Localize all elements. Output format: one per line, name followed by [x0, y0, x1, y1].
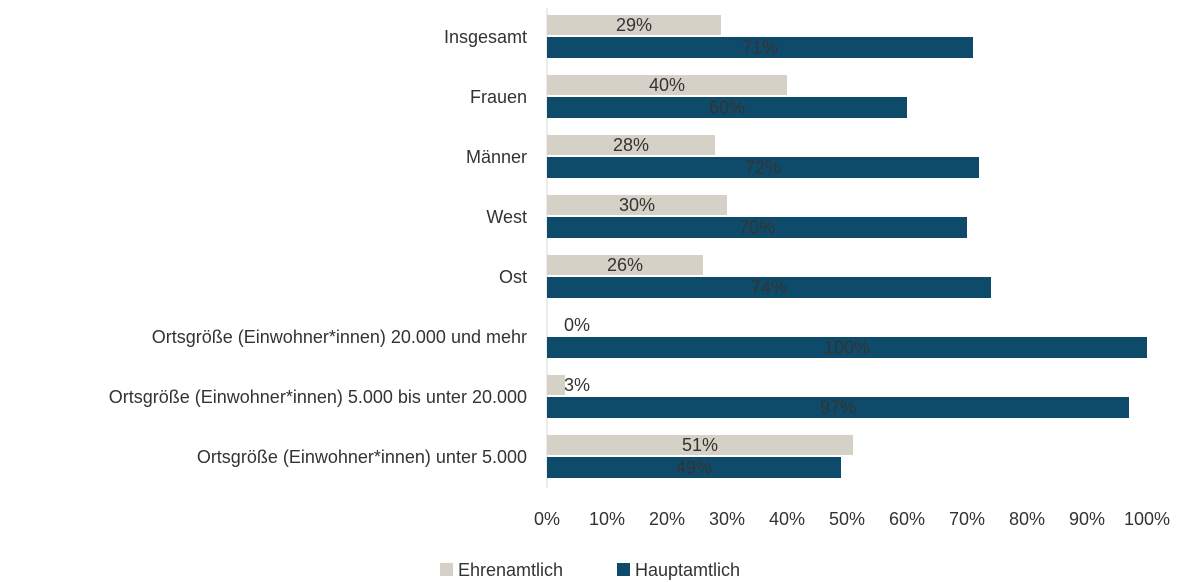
category-label: Insgesamt — [444, 27, 527, 47]
legend-label: Hauptamtlich — [635, 560, 740, 580]
bar — [547, 37, 973, 58]
bar — [547, 217, 967, 238]
category-label: Ortsgröße (Einwohner*innen) unter 5.000 — [197, 447, 527, 467]
value-label: 74% — [751, 277, 787, 297]
bar — [547, 157, 979, 178]
value-label: 30% — [619, 195, 655, 215]
value-label: 71% — [742, 37, 778, 57]
x-tick-label: 70% — [949, 509, 985, 529]
x-tick-label: 90% — [1069, 509, 1105, 529]
x-tick-label: 80% — [1009, 509, 1045, 529]
category-label: Ortsgröße (Einwohner*innen) 20.000 und m… — [152, 327, 527, 347]
bar — [547, 255, 703, 275]
bar — [547, 337, 1147, 358]
x-tick-label: 40% — [769, 509, 805, 529]
category-label: Ortsgröße (Einwohner*innen) 5.000 bis un… — [109, 387, 527, 407]
value-label: 26% — [607, 255, 643, 275]
x-tick-label: 100% — [1124, 509, 1170, 529]
legend-swatch — [440, 563, 453, 576]
value-label: 3% — [564, 375, 590, 395]
value-label: 72% — [745, 157, 781, 177]
value-label: 0% — [564, 315, 590, 335]
x-tick-label: 60% — [889, 509, 925, 529]
value-label: 28% — [613, 135, 649, 155]
bar — [547, 15, 721, 35]
bar — [547, 397, 1129, 418]
x-tick-label: 0% — [534, 509, 560, 529]
value-label: 60% — [709, 97, 745, 117]
value-label: 100% — [824, 337, 870, 357]
x-tick-label: 20% — [649, 509, 685, 529]
value-label: 70% — [739, 217, 775, 237]
value-label: 29% — [616, 15, 652, 35]
bar — [547, 435, 853, 455]
bar — [547, 135, 715, 155]
category-label: Männer — [466, 147, 527, 167]
category-label: Frauen — [470, 87, 527, 107]
category-label: Ost — [499, 267, 527, 287]
x-tick-label: 10% — [589, 509, 625, 529]
bar — [547, 375, 565, 395]
bar — [547, 97, 907, 118]
bar — [547, 457, 841, 478]
value-label: 40% — [649, 75, 685, 95]
bar — [547, 75, 787, 95]
value-label: 51% — [682, 435, 718, 455]
bar — [547, 195, 727, 215]
x-tick-label: 50% — [829, 509, 865, 529]
category-label: West — [486, 207, 527, 227]
bar — [547, 277, 991, 298]
legend-label: Ehrenamtlich — [458, 560, 563, 580]
value-label: 49% — [676, 457, 712, 477]
value-label: 97% — [820, 397, 856, 417]
legend-swatch — [617, 563, 630, 576]
x-tick-label: 30% — [709, 509, 745, 529]
